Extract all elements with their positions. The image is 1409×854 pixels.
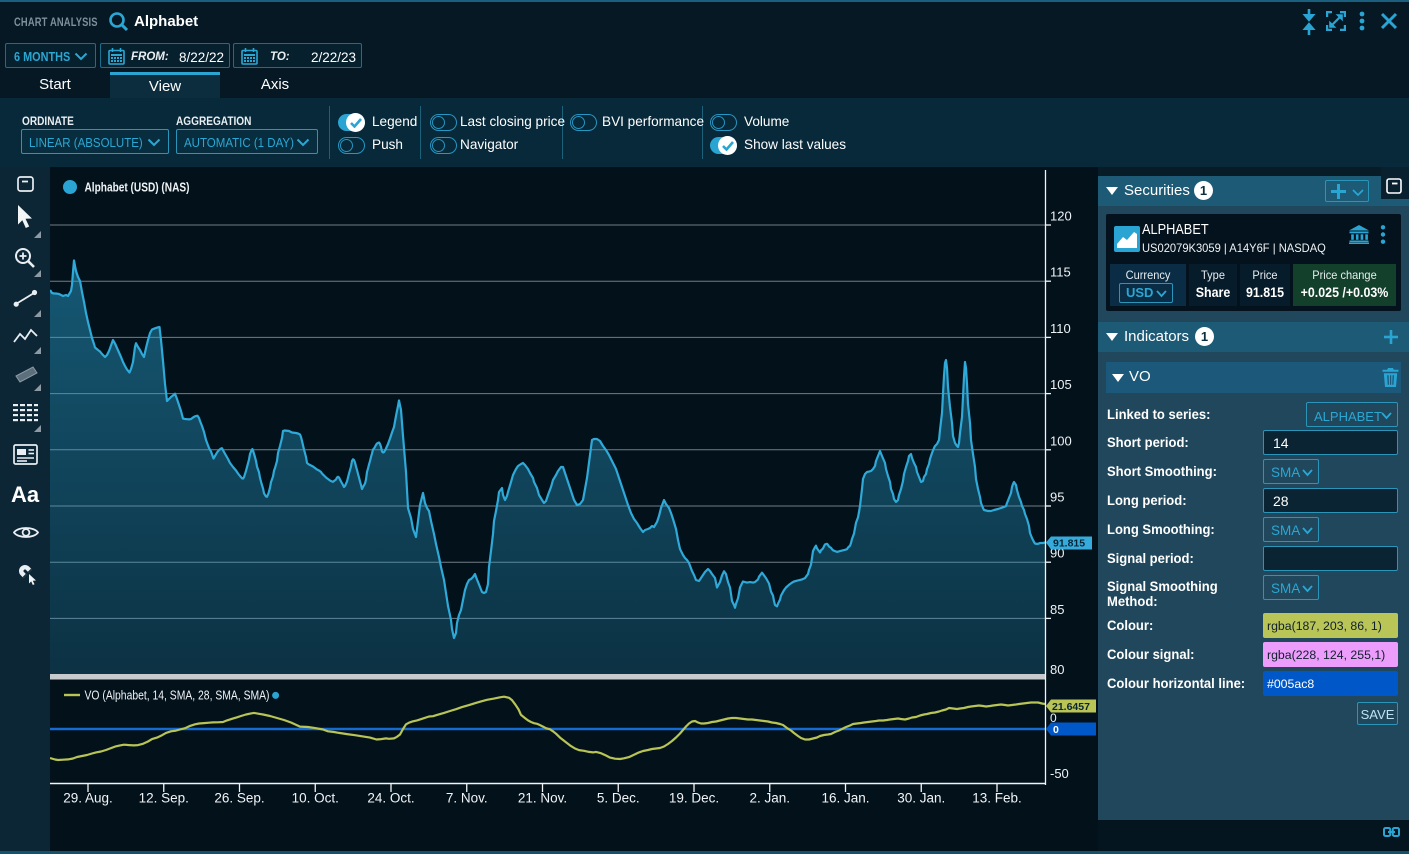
svg-text:21.6457: 21.6457 — [1052, 701, 1090, 713]
svg-text:16. Jan.: 16. Jan. — [821, 791, 869, 806]
svg-text:24. Oct.: 24. Oct. — [367, 791, 414, 806]
svg-text:VO (Alphabet, 14, SMA, 28, SMA: VO (Alphabet, 14, SMA, 28, SMA, SMA) — [85, 688, 270, 703]
svg-text:21. Nov.: 21. Nov. — [518, 791, 567, 806]
svg-text:10. Oct.: 10. Oct. — [292, 791, 339, 806]
svg-text:0: 0 — [1050, 711, 1057, 725]
svg-text:30. Jan.: 30. Jan. — [897, 791, 945, 806]
svg-text:115: 115 — [1050, 265, 1071, 280]
svg-text:12. Sep.: 12. Sep. — [139, 791, 189, 806]
svg-text:29. Aug.: 29. Aug. — [63, 791, 113, 806]
svg-text:-50: -50 — [1050, 766, 1069, 781]
svg-text:80: 80 — [1050, 662, 1064, 677]
svg-text:110: 110 — [1050, 321, 1071, 336]
svg-text:95: 95 — [1050, 490, 1064, 505]
svg-text:19. Dec.: 19. Dec. — [669, 791, 719, 806]
svg-text:91.815: 91.815 — [1053, 538, 1085, 550]
svg-text:0: 0 — [1053, 724, 1059, 736]
svg-text:7. Nov.: 7. Nov. — [446, 791, 488, 806]
svg-text:85: 85 — [1050, 602, 1064, 617]
svg-text:Alphabet (USD) (NAS): Alphabet (USD) (NAS) — [85, 180, 190, 195]
svg-text:105: 105 — [1050, 377, 1072, 392]
svg-text:26. Sep.: 26. Sep. — [214, 791, 264, 806]
svg-text:5. Dec.: 5. Dec. — [597, 791, 640, 806]
svg-text:100: 100 — [1050, 433, 1072, 448]
svg-text:120: 120 — [1050, 209, 1072, 224]
svg-text:13. Feb.: 13. Feb. — [972, 791, 1022, 806]
svg-text:2. Jan.: 2. Jan. — [749, 791, 790, 806]
